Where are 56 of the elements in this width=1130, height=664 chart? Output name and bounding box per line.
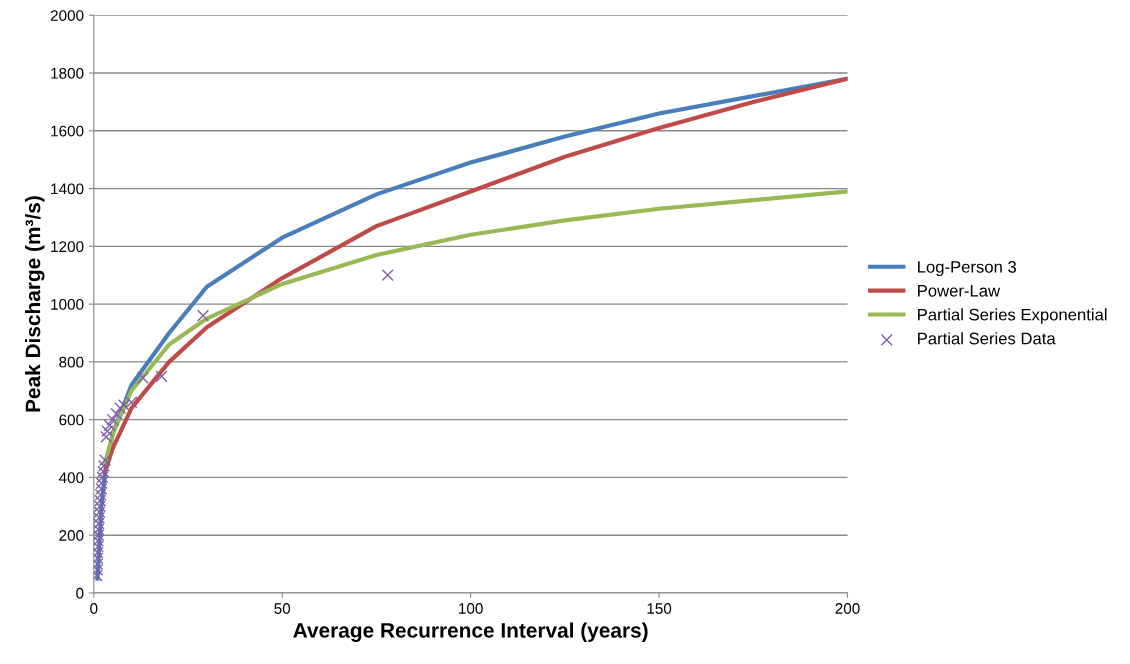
line-series: [103, 76, 848, 474]
point: [97, 465, 110, 478]
point: [106, 413, 119, 426]
x-tick-label: 0: [90, 603, 98, 614]
legend-label: Partial Series Data: [918, 332, 1056, 345]
x-tick-label: 100: [459, 603, 483, 614]
point: [155, 370, 168, 383]
y-tick-label: 200: [59, 530, 84, 541]
point: [93, 563, 104, 576]
point: [103, 419, 116, 432]
point: [93, 534, 105, 548]
point: [93, 546, 104, 559]
point: [110, 407, 123, 420]
legend-label: Partial Series Exponential: [918, 308, 1107, 324]
point: [93, 529, 105, 542]
point: [101, 425, 114, 438]
point: [94, 494, 107, 507]
y-tick-label: 600: [59, 414, 84, 426]
point: [117, 399, 131, 412]
point: [93, 523, 105, 536]
point: [95, 482, 108, 496]
point: [95, 477, 108, 490]
point: [136, 371, 149, 384]
point: [197, 309, 210, 322]
y-tick-label: 0: [76, 587, 84, 599]
y-axis-title: Peak Discharge (m³/s): [25, 196, 45, 412]
y-tick-label: 1400: [51, 183, 84, 195]
y-tick-label: 1000: [51, 298, 84, 310]
y-tick-label: 400: [58, 472, 84, 484]
y-tick-label: 1600: [51, 125, 84, 137]
point: [93, 540, 105, 553]
line-series: [103, 189, 848, 466]
y-tick-label: 1200: [51, 241, 84, 253]
y-tick-label: 2000: [50, 10, 84, 21]
x-tick-label: 50: [274, 603, 291, 614]
point: [93, 511, 106, 524]
point: [381, 269, 394, 282]
y-tick-label: 1800: [51, 67, 84, 79]
point: [97, 459, 111, 472]
legend-label: Log-Person 3: [918, 260, 1017, 277]
point: [93, 500, 106, 513]
point: [125, 396, 138, 409]
x-tick-label: 200: [835, 603, 860, 614]
point: [114, 402, 127, 415]
point: [99, 454, 112, 467]
point: [93, 506, 106, 519]
point: [93, 557, 104, 571]
x-axis-title: Average Recurrence Interval (years): [293, 622, 648, 642]
point: [96, 471, 109, 484]
x-tick-label: 150: [647, 603, 672, 614]
y-tick-label: 800: [59, 356, 84, 368]
point: [100, 430, 113, 444]
point: [93, 552, 104, 565]
point: [94, 488, 107, 501]
point: [93, 517, 105, 530]
legend-label: Power-Law: [918, 285, 1001, 297]
